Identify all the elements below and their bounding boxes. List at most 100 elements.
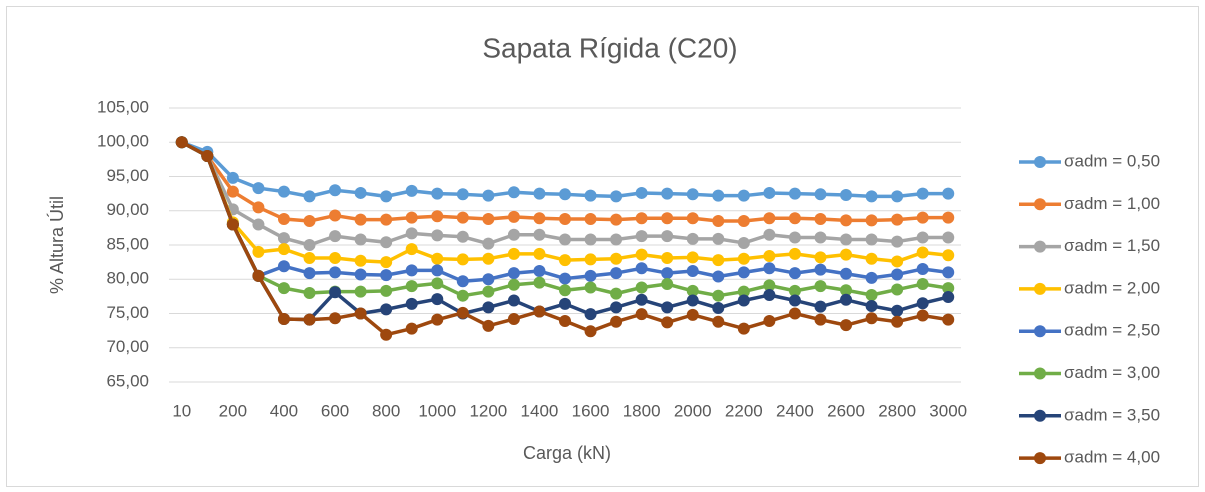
data-point — [431, 187, 444, 200]
data-point — [788, 247, 801, 260]
data-point — [686, 284, 699, 297]
x-tick-label: 1600 — [572, 401, 610, 420]
data-point — [840, 293, 853, 306]
y-tick-label: 80,00 — [106, 269, 149, 288]
data-point — [507, 228, 520, 241]
data-point — [507, 312, 520, 325]
data-point — [814, 231, 827, 244]
data-point — [482, 189, 495, 202]
data-point — [788, 294, 801, 307]
x-tick-label: 3000 — [929, 401, 967, 420]
data-point — [891, 255, 904, 268]
data-point — [482, 212, 495, 225]
data-point — [865, 252, 878, 265]
data-point — [840, 267, 853, 280]
x-tick-label: 1400 — [521, 401, 559, 420]
data-point — [584, 212, 597, 225]
data-point — [405, 227, 418, 240]
data-point — [431, 293, 444, 306]
data-point — [533, 276, 546, 289]
data-point — [610, 190, 623, 203]
x-tick-label: 2400 — [776, 401, 814, 420]
data-point — [303, 286, 316, 299]
data-point — [380, 303, 393, 316]
data-point — [507, 267, 520, 280]
data-point — [482, 252, 495, 265]
data-point — [277, 282, 290, 295]
data-point — [584, 308, 597, 321]
data-point — [303, 313, 316, 326]
data-point — [661, 230, 674, 243]
data-point — [686, 251, 699, 264]
data-point — [661, 212, 674, 225]
data-point — [507, 247, 520, 260]
data-point — [559, 272, 571, 285]
data-point — [456, 230, 469, 243]
data-point — [865, 289, 878, 302]
data-point — [814, 188, 827, 201]
data-point — [354, 285, 367, 298]
data-point — [329, 286, 342, 299]
data-point — [380, 284, 393, 297]
data-point — [942, 282, 955, 295]
data-point — [380, 213, 393, 226]
data-point — [329, 184, 342, 197]
data-point — [635, 248, 648, 261]
x-tick-label: 2200 — [725, 401, 763, 420]
data-point — [840, 248, 853, 261]
data-point — [533, 212, 546, 225]
data-point — [610, 287, 623, 300]
legend-marker — [1034, 452, 1046, 465]
data-point — [226, 171, 239, 184]
data-point — [277, 232, 290, 245]
y-axis-title: % Altura Útil — [46, 196, 67, 294]
data-point — [584, 269, 597, 282]
data-point — [226, 185, 239, 198]
data-point — [431, 252, 444, 265]
data-point — [686, 232, 699, 245]
data-point — [891, 315, 904, 328]
data-point — [635, 281, 648, 294]
data-point — [431, 229, 444, 242]
y-tick-label: 65,00 — [106, 371, 149, 390]
data-point — [507, 210, 520, 223]
legend-label: σadm = 3,00 — [1064, 363, 1160, 382]
data-point — [456, 289, 469, 302]
data-point — [712, 289, 725, 302]
data-point — [610, 301, 623, 314]
data-point — [916, 211, 929, 224]
data-point — [942, 249, 955, 262]
data-point — [788, 212, 801, 225]
legend-label: σadm = 4,00 — [1064, 448, 1160, 467]
y-tick-label: 75,00 — [106, 303, 149, 322]
x-tick-label: 600 — [321, 401, 349, 420]
data-point — [916, 187, 929, 200]
data-point — [380, 256, 393, 269]
y-tick-label: 85,00 — [106, 234, 149, 253]
data-point — [482, 273, 495, 286]
y-tick-label: 105,00 — [97, 97, 149, 116]
data-point — [277, 312, 290, 325]
data-point — [814, 300, 827, 313]
data-point — [405, 280, 418, 293]
data-point — [686, 308, 699, 321]
x-tick-label: 2800 — [878, 401, 916, 420]
x-tick-label: 2600 — [827, 401, 865, 420]
data-point — [431, 264, 444, 277]
data-point — [916, 246, 929, 259]
data-point — [584, 189, 597, 202]
data-point — [482, 285, 495, 298]
data-point — [737, 294, 750, 307]
x-tick-label: 200 — [219, 401, 247, 420]
data-point — [354, 254, 367, 267]
data-point — [763, 262, 776, 275]
data-point — [533, 187, 546, 200]
data-point — [559, 233, 571, 246]
data-point — [431, 210, 444, 223]
data-point — [456, 306, 469, 319]
data-point — [891, 190, 904, 203]
legend-marker — [1034, 198, 1046, 211]
legend-label: σadm = 1,50 — [1064, 236, 1160, 255]
data-point — [380, 190, 393, 203]
